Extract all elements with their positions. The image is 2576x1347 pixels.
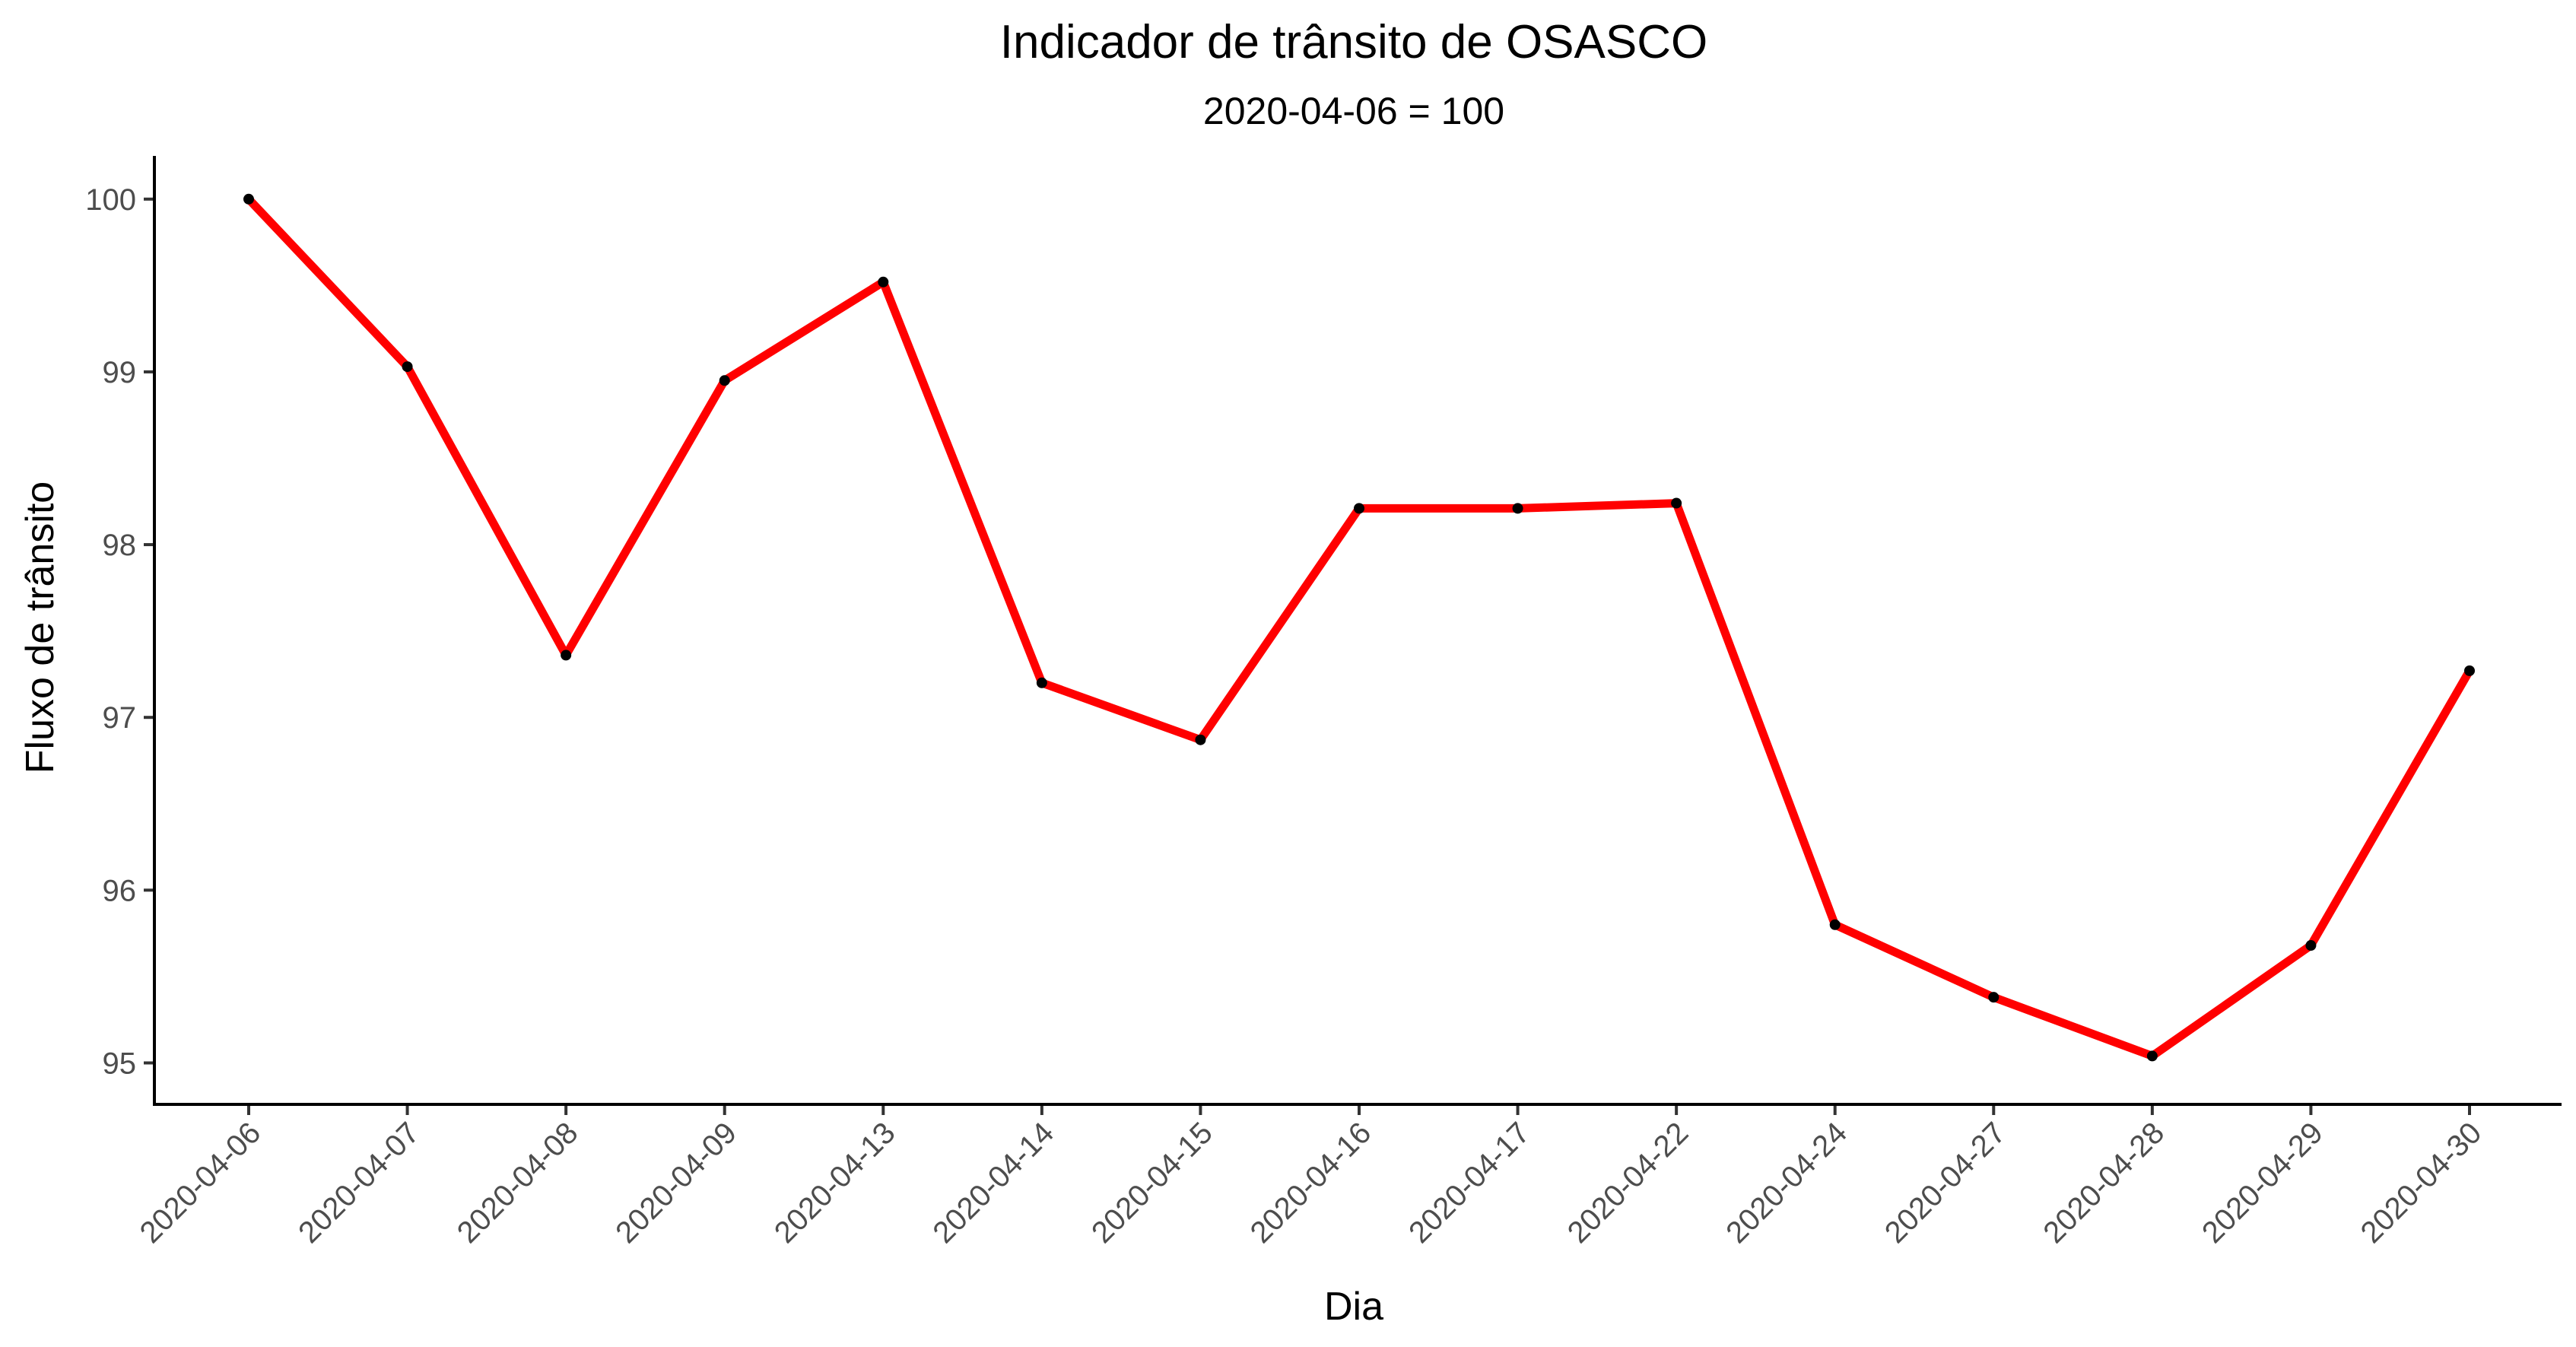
x-tick-label: 2020-04-06 bbox=[134, 1116, 268, 1250]
x-tick-label: 2020-04-22 bbox=[1561, 1116, 1695, 1250]
data-point bbox=[1195, 734, 1206, 745]
data-point bbox=[1354, 503, 1364, 514]
y-tick-label: 95 bbox=[103, 1047, 137, 1080]
x-tick-label: 2020-04-14 bbox=[926, 1116, 1060, 1250]
y-tick-label: 96 bbox=[103, 874, 137, 907]
data-point bbox=[878, 276, 889, 288]
data-point bbox=[2464, 665, 2475, 676]
y-axis-title: Fluxo de trânsito bbox=[18, 481, 62, 774]
data-point bbox=[719, 375, 730, 386]
data-point bbox=[243, 193, 254, 205]
data-point bbox=[2305, 940, 2317, 951]
x-tick-label: 2020-04-13 bbox=[768, 1116, 902, 1250]
y-tick-label: 99 bbox=[103, 356, 137, 389]
x-axis-title: Dia bbox=[1324, 1285, 1383, 1329]
x-tick-label: 2020-04-24 bbox=[1720, 1116, 1853, 1250]
x-tick-label: 2020-04-15 bbox=[1085, 1116, 1219, 1250]
data-point bbox=[1829, 919, 1841, 930]
x-tick-label: 2020-04-30 bbox=[2355, 1116, 2489, 1250]
x-tick-label: 2020-04-07 bbox=[292, 1116, 426, 1250]
series-group bbox=[243, 193, 2475, 1062]
x-tick-label: 2020-04-08 bbox=[451, 1116, 585, 1250]
x-tick-label: 2020-04-29 bbox=[2196, 1116, 2330, 1250]
series-line bbox=[246, 196, 2473, 1060]
y-axis-ticks: 95 96 97 98 99 100 bbox=[85, 183, 154, 1080]
x-tick-label: 2020-04-28 bbox=[2037, 1116, 2171, 1250]
x-axis-ticks: 2020-04-06 2020-04-07 2020-04-08 2020-04-09… bbox=[134, 1104, 2489, 1250]
x-tick-label: 2020-04-16 bbox=[1244, 1116, 1378, 1250]
data-point bbox=[402, 361, 413, 373]
data-point bbox=[1512, 503, 1523, 514]
x-tick-label: 2020-04-09 bbox=[609, 1116, 743, 1250]
data-point bbox=[1988, 992, 1999, 1003]
y-tick-label: 97 bbox=[103, 701, 137, 735]
chart-subtitle: 2020-04-06 = 100 bbox=[1203, 90, 1504, 132]
x-tick-label: 2020-04-17 bbox=[1402, 1116, 1536, 1250]
data-point bbox=[1036, 677, 1047, 688]
y-tick-label: 98 bbox=[103, 529, 137, 562]
chart-title: Indicador de trânsito de OSASCO bbox=[1000, 16, 1707, 68]
data-point bbox=[1671, 497, 1682, 509]
data-point bbox=[2146, 1050, 2158, 1062]
x-tick-label: 2020-04-27 bbox=[1879, 1116, 2012, 1250]
data-point bbox=[561, 650, 572, 661]
y-tick-label: 100 bbox=[85, 183, 136, 217]
